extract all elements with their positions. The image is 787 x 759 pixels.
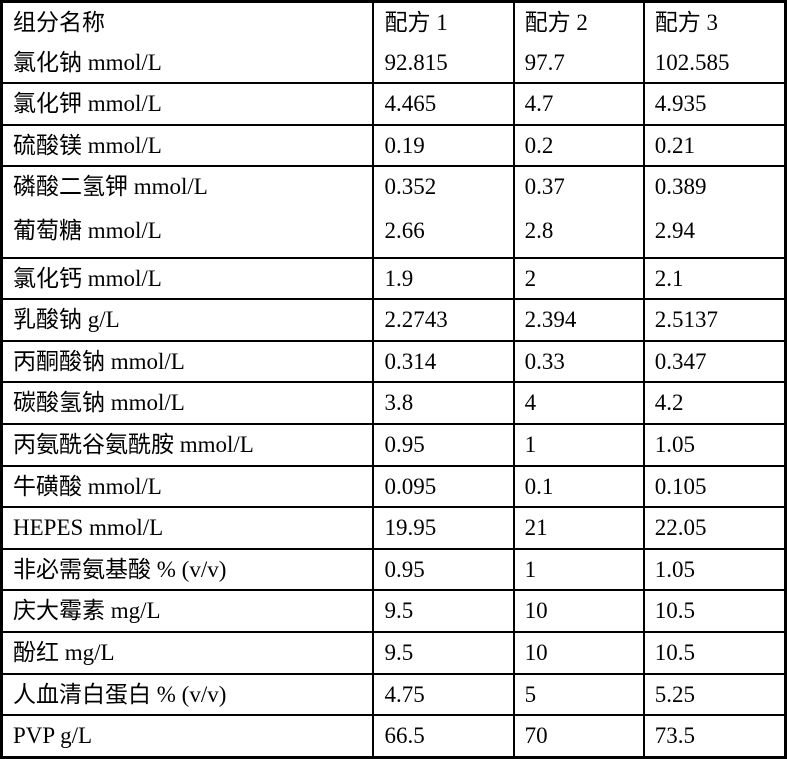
value-formula-2: 0.1	[514, 466, 644, 508]
value-formula-3: 4.935	[644, 83, 784, 125]
value-formula-3: 0.389	[644, 166, 784, 207]
table-row: 磷酸二氢钾 mmol/L0.3520.370.389	[3, 166, 784, 207]
component-name: HEPES mmol/L	[3, 507, 373, 549]
value-formula-2: 4.7	[514, 83, 644, 125]
value-formula-1: 0.352	[373, 166, 513, 207]
composition-table-wrap: 组分名称 配方 1 配方 2 配方 3 氯化钠 mmol/L92.81597.7…	[0, 0, 787, 759]
value-formula-2: 70	[514, 715, 644, 756]
table-row: 乳酸钠 g/L2.27432.3942.5137	[3, 299, 784, 341]
component-name: 乳酸钠 g/L	[3, 299, 373, 341]
value-formula-3: 5.25	[644, 674, 784, 716]
table-row: HEPES mmol/L19.952122.05	[3, 507, 784, 549]
value-formula-1: 9.5	[373, 632, 513, 674]
value-formula-3: 10.5	[644, 632, 784, 674]
component-name: 牛磺酸 mmol/L	[3, 466, 373, 508]
component-name: 硫酸镁 mmol/L	[3, 125, 373, 167]
component-name: 氯化钙 mmol/L	[3, 258, 373, 300]
table-row: 硫酸镁 mmol/L0.190.20.21	[3, 125, 784, 167]
component-name: 人血清白蛋白 % (v/v)	[3, 674, 373, 716]
table-row: 氯化钠 mmol/L92.81597.7102.585	[3, 43, 784, 84]
component-name: PVP g/L	[3, 715, 373, 756]
value-formula-3: 102.585	[644, 43, 784, 84]
component-name: 葡萄糖 mmol/L	[3, 207, 373, 258]
component-name: 丙氨酰谷氨酰胺 mmol/L	[3, 424, 373, 466]
value-formula-1: 1.9	[373, 258, 513, 300]
component-name: 非必需氨基酸 % (v/v)	[3, 549, 373, 591]
value-formula-3: 1.05	[644, 424, 784, 466]
component-name: 氯化钾 mmol/L	[3, 83, 373, 125]
table-row: 氯化钾 mmol/L4.4654.74.935	[3, 83, 784, 125]
table-row: 人血清白蛋白 % (v/v)4.7555.25	[3, 674, 784, 716]
value-formula-3: 4.2	[644, 382, 784, 424]
value-formula-1: 0.095	[373, 466, 513, 508]
value-formula-3: 2.94	[644, 207, 784, 258]
value-formula-2: 97.7	[514, 43, 644, 84]
value-formula-2: 10	[514, 590, 644, 632]
value-formula-2: 2.394	[514, 299, 644, 341]
value-formula-1: 92.815	[373, 43, 513, 84]
value-formula-2: 1	[514, 424, 644, 466]
value-formula-3: 2.1	[644, 258, 784, 300]
value-formula-3: 2.5137	[644, 299, 784, 341]
value-formula-2: 10	[514, 632, 644, 674]
header-col2: 配方 2	[514, 3, 644, 43]
header-col3: 配方 3	[644, 3, 784, 43]
value-formula-2: 0.37	[514, 166, 644, 207]
value-formula-3: 22.05	[644, 507, 784, 549]
table-row: 庆大霉素 mg/L9.51010.5	[3, 590, 784, 632]
value-formula-2: 1	[514, 549, 644, 591]
value-formula-1: 3.8	[373, 382, 513, 424]
table-body: 氯化钠 mmol/L92.81597.7102.585氯化钾 mmol/L4.4…	[3, 43, 784, 756]
value-formula-1: 19.95	[373, 507, 513, 549]
value-formula-2: 2.8	[514, 207, 644, 258]
value-formula-1: 9.5	[373, 590, 513, 632]
value-formula-3: 0.105	[644, 466, 784, 508]
value-formula-3: 0.347	[644, 341, 784, 383]
value-formula-3: 73.5	[644, 715, 784, 756]
component-name: 碳酸氢钠 mmol/L	[3, 382, 373, 424]
value-formula-1: 4.75	[373, 674, 513, 716]
table-row: 葡萄糖 mmol/L2.662.82.94	[3, 207, 784, 258]
value-formula-2: 21	[514, 507, 644, 549]
component-name: 氯化钠 mmol/L	[3, 43, 373, 84]
table-row: 酚红 mg/L9.51010.5	[3, 632, 784, 674]
header-col1: 配方 1	[373, 3, 513, 43]
value-formula-2: 5	[514, 674, 644, 716]
value-formula-3: 0.21	[644, 125, 784, 167]
table-row: 碳酸氢钠 mmol/L3.844.2	[3, 382, 784, 424]
value-formula-1: 0.19	[373, 125, 513, 167]
value-formula-1: 2.2743	[373, 299, 513, 341]
value-formula-2: 0.2	[514, 125, 644, 167]
value-formula-3: 10.5	[644, 590, 784, 632]
value-formula-2: 4	[514, 382, 644, 424]
value-formula-3: 1.05	[644, 549, 784, 591]
table-row: 牛磺酸 mmol/L0.0950.10.105	[3, 466, 784, 508]
table-row: 丙酮酸钠 mmol/L0.3140.330.347	[3, 341, 784, 383]
table-row: PVP g/L66.57073.5	[3, 715, 784, 756]
component-name: 庆大霉素 mg/L	[3, 590, 373, 632]
value-formula-1: 66.5	[373, 715, 513, 756]
table-row: 非必需氨基酸 % (v/v)0.9511.05	[3, 549, 784, 591]
component-name: 丙酮酸钠 mmol/L	[3, 341, 373, 383]
value-formula-1: 0.95	[373, 424, 513, 466]
header-name: 组分名称	[3, 3, 373, 43]
table-row: 丙氨酰谷氨酰胺 mmol/L0.9511.05	[3, 424, 784, 466]
composition-table: 组分名称 配方 1 配方 2 配方 3 氯化钠 mmol/L92.81597.7…	[3, 3, 784, 756]
component-name: 酚红 mg/L	[3, 632, 373, 674]
component-name: 磷酸二氢钾 mmol/L	[3, 166, 373, 207]
value-formula-2: 0.33	[514, 341, 644, 383]
value-formula-1: 4.465	[373, 83, 513, 125]
table-row: 氯化钙 mmol/L1.922.1	[3, 258, 784, 300]
value-formula-1: 0.314	[373, 341, 513, 383]
value-formula-2: 2	[514, 258, 644, 300]
value-formula-1: 2.66	[373, 207, 513, 258]
header-row: 组分名称 配方 1 配方 2 配方 3	[3, 3, 784, 43]
value-formula-1: 0.95	[373, 549, 513, 591]
